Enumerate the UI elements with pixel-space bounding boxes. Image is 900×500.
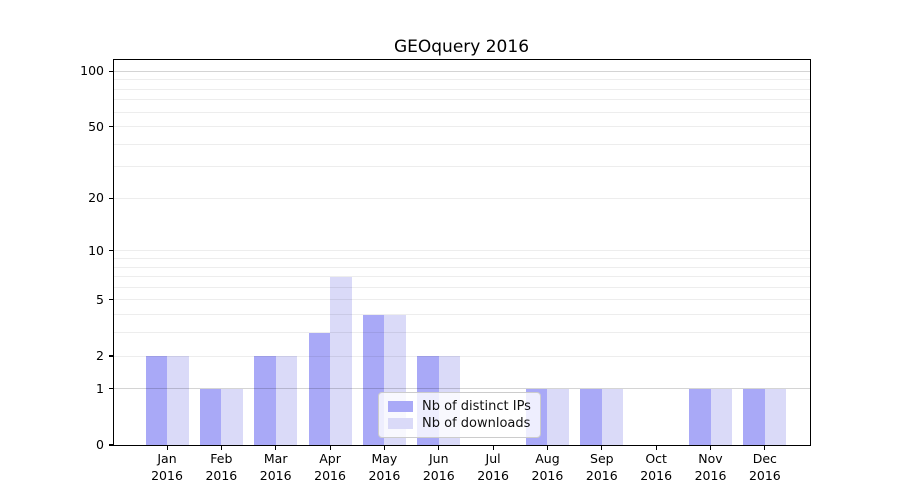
bar-mar-downloads: [275, 356, 298, 445]
bars-layer: [114, 60, 810, 445]
y-tick: [109, 299, 113, 301]
x-tick-label: Dec 2016: [748, 451, 781, 483]
y-tick-label: 2: [96, 348, 104, 364]
x-tick-label: Aug 2016: [531, 451, 564, 483]
y-tick-label: 50: [88, 118, 104, 134]
x-tick: [492, 446, 494, 450]
y-tick: [109, 125, 113, 128]
y-tick: [109, 388, 113, 390]
x-tick: [601, 446, 603, 450]
x-tick-label: Mar 2016: [259, 451, 292, 483]
plot-area: Nb of distinct IPs Nb of downloads Jan 20…: [80, 59, 811, 483]
x-tick-label: May 2016: [368, 451, 401, 483]
bar-nov-distinct-ips: [689, 388, 711, 445]
x-tick: [710, 446, 711, 450]
legend-item-distinct-ips: Nb of distinct IPs: [388, 398, 531, 415]
y-tick: [109, 250, 113, 252]
y-tick: [109, 355, 113, 357]
bar-nov-downloads: [710, 388, 732, 445]
x-tick-label: Jul 2016: [477, 451, 509, 483]
bar-dec-downloads: [764, 388, 787, 445]
y-tick-label: 10: [88, 242, 104, 258]
legend-label-distinct-ips: Nb of distinct IPs: [422, 399, 531, 414]
x-tick-label: Nov 2016: [694, 451, 727, 483]
y-tick: [109, 70, 113, 72]
bar-dec-distinct-ips: [743, 388, 765, 445]
x-tick: [655, 446, 657, 450]
x-tick: [275, 446, 277, 450]
y-tick-label: 0: [96, 437, 104, 452]
x-tick: [166, 446, 168, 450]
bar-feb-downloads: [221, 388, 243, 445]
bar-apr-downloads: [330, 276, 352, 445]
x-tick-label: Sep 2016: [585, 451, 618, 483]
x-tick-label: Feb 2016: [205, 451, 238, 483]
bar-feb-distinct-ips: [199, 388, 222, 445]
y-tick-label: 1: [96, 380, 104, 396]
bar-apr-distinct-ips: [308, 332, 331, 445]
x-tick: [329, 446, 331, 450]
x-tick-label: Jan 2016: [151, 451, 183, 483]
chart-title: GEOquery 2016: [393, 37, 530, 57]
legend-item-downloads: Nb of downloads: [388, 415, 531, 432]
legend-swatch-distinct-ips: [388, 401, 413, 412]
bar-aug-downloads: [547, 388, 569, 445]
y-tick: [109, 197, 113, 199]
y-tick-label: 5: [96, 291, 104, 307]
bar-sep-distinct-ips: [580, 388, 602, 445]
x-tick-label: Oct 2016: [640, 451, 673, 483]
y-tick: [109, 444, 113, 446]
x-tick: [546, 446, 548, 450]
bar-mar-distinct-ips: [254, 356, 276, 445]
legend: Nb of distinct IPs Nb of downloads: [378, 392, 541, 438]
legend-label-downloads: Nb of downloads: [422, 416, 531, 431]
y-tick-label: 100: [80, 63, 104, 79]
x-tick: [764, 446, 766, 450]
x-tick: [438, 446, 440, 450]
x-tick-label: Apr 2016: [314, 451, 346, 483]
bar-jan-distinct-ips: [145, 356, 167, 445]
legend-swatch-downloads: [388, 418, 413, 429]
y-tick-label: 20: [88, 190, 104, 206]
x-tick-label: Jun 2016: [422, 451, 455, 483]
bar-sep-downloads: [601, 388, 624, 445]
x-tick: [220, 446, 222, 450]
bar-jan-downloads: [167, 356, 189, 445]
x-tick: [383, 446, 385, 450]
